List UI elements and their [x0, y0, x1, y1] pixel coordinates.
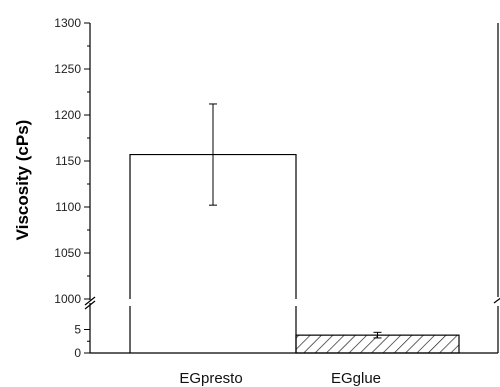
y-tick-label: 1300	[54, 16, 81, 30]
axis-break-mark	[84, 300, 96, 310]
y-axis-title: Viscosity (cPs)	[13, 120, 32, 241]
axis-break-mark-right	[493, 297, 500, 304]
y-tick-label: 1250	[54, 62, 81, 76]
y-tick-label: 1000	[54, 292, 81, 306]
y-ticks-group: 0 5 1000 1050 1100 1150 1200 1250 1300	[54, 16, 90, 360]
x-categories-group: EGpresto EGglue	[179, 370, 381, 387]
y-tick-label: 1050	[54, 246, 81, 260]
x-category-label: EGglue	[331, 370, 381, 387]
error-bars-group	[209, 103, 382, 339]
bar-lower-part	[129, 306, 297, 353]
y-tick-label: 1150	[55, 154, 81, 168]
axis-break-mark	[84, 296, 96, 306]
x-category-label: EGpresto	[179, 370, 242, 387]
y-tick-label: 1100	[55, 200, 81, 214]
y-tick-label: 0	[74, 346, 81, 360]
y-tick-label: 5	[74, 323, 81, 337]
bars-group	[129, 153, 460, 354]
y-tick-label: 1200	[54, 108, 81, 122]
